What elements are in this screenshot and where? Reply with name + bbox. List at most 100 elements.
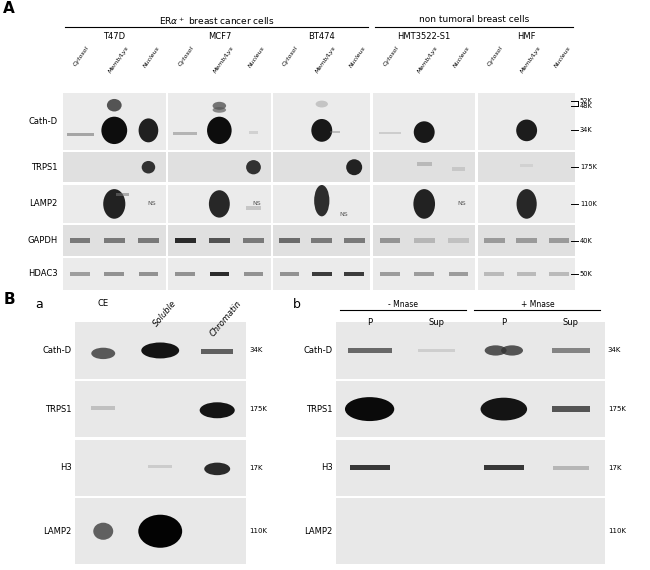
Text: 17K: 17K (608, 465, 621, 471)
Bar (273, 152, 370, 182)
Bar (549, 238, 569, 243)
Bar (63, 152, 166, 182)
Ellipse shape (346, 159, 362, 175)
Bar (173, 132, 198, 135)
Ellipse shape (414, 121, 435, 143)
Bar (312, 272, 332, 276)
Text: 34K: 34K (249, 348, 263, 353)
Text: 34K: 34K (608, 348, 621, 353)
Ellipse shape (516, 120, 537, 141)
Text: NS: NS (339, 211, 348, 217)
Bar (373, 185, 475, 223)
Text: 175K: 175K (580, 164, 597, 170)
Text: 175K: 175K (608, 406, 625, 412)
Bar (248, 131, 259, 133)
Text: Memb/Lys: Memb/Lys (417, 45, 439, 74)
Text: LAMP2: LAMP2 (305, 527, 333, 536)
Bar (280, 272, 299, 276)
Text: NS: NS (147, 201, 156, 206)
Bar (273, 185, 370, 223)
Text: HMF: HMF (517, 32, 536, 42)
Ellipse shape (316, 101, 328, 108)
Text: Sup: Sup (429, 318, 445, 327)
Text: LAMP2: LAMP2 (44, 527, 72, 536)
Text: B: B (3, 292, 15, 307)
Ellipse shape (204, 463, 230, 475)
Bar (336, 498, 604, 564)
Text: 34K: 34K (580, 127, 592, 133)
Bar (66, 133, 94, 136)
Bar (175, 238, 196, 243)
Text: H3: H3 (321, 463, 333, 472)
Text: Nucleus: Nucleus (348, 45, 367, 68)
Bar (350, 465, 390, 470)
Ellipse shape (485, 345, 506, 356)
Text: 48K: 48K (580, 103, 593, 109)
Text: 175K: 175K (249, 406, 267, 412)
Bar (75, 439, 246, 496)
Bar (373, 152, 475, 182)
Text: TRPS1: TRPS1 (31, 162, 58, 172)
Bar (478, 185, 575, 223)
Text: Cytosol: Cytosol (177, 45, 195, 67)
Text: NS: NS (457, 201, 465, 206)
Bar (75, 498, 246, 564)
Bar (549, 272, 569, 276)
Text: + Mnase: + Mnase (521, 300, 554, 309)
Text: Cath-D: Cath-D (42, 346, 72, 355)
Text: Cath-D: Cath-D (304, 346, 333, 355)
Text: Sup: Sup (563, 318, 579, 327)
Bar (484, 465, 524, 470)
Bar (116, 193, 129, 196)
Ellipse shape (103, 189, 125, 219)
Bar (336, 439, 604, 496)
Bar (311, 238, 332, 243)
Bar (484, 238, 504, 243)
Ellipse shape (207, 117, 231, 144)
Text: Cytosol: Cytosol (382, 45, 400, 67)
Bar (75, 322, 246, 378)
Text: TRPS1: TRPS1 (306, 405, 333, 414)
Bar (478, 93, 575, 150)
Bar (168, 225, 270, 256)
Text: HMT3522-S1: HMT3522-S1 (398, 32, 451, 42)
Text: Memb/Lys: Memb/Lys (520, 45, 542, 74)
Bar (552, 348, 590, 353)
Bar (63, 225, 166, 256)
Ellipse shape (246, 160, 261, 174)
Bar (448, 238, 469, 243)
Bar (414, 238, 435, 243)
Text: a: a (36, 298, 44, 311)
Bar (452, 167, 465, 171)
Ellipse shape (138, 119, 158, 142)
Text: T47D: T47D (103, 32, 125, 42)
Bar (279, 238, 300, 243)
Bar (336, 322, 604, 378)
Bar (419, 349, 455, 352)
Bar (552, 466, 589, 470)
Bar (104, 238, 125, 243)
Text: Nucleus: Nucleus (248, 45, 266, 68)
Text: Cytosol: Cytosol (487, 45, 504, 67)
Text: GAPDH: GAPDH (27, 236, 58, 245)
Text: 52K: 52K (580, 98, 593, 104)
Bar (105, 272, 124, 276)
Bar (138, 238, 159, 243)
Text: Memb/Lys: Memb/Lys (315, 45, 337, 74)
Ellipse shape (480, 398, 527, 421)
Text: HDAC3: HDAC3 (28, 270, 58, 278)
Bar (379, 132, 401, 135)
Text: A: A (3, 1, 15, 16)
Bar (484, 272, 504, 276)
Ellipse shape (107, 99, 122, 112)
Bar (336, 381, 604, 437)
Ellipse shape (138, 515, 182, 548)
Bar (273, 258, 370, 290)
Ellipse shape (413, 189, 435, 219)
Bar (63, 185, 166, 223)
Bar (148, 465, 172, 469)
Bar (417, 162, 432, 166)
Text: 110K: 110K (608, 528, 626, 534)
Bar (273, 93, 370, 150)
Bar (478, 225, 575, 256)
